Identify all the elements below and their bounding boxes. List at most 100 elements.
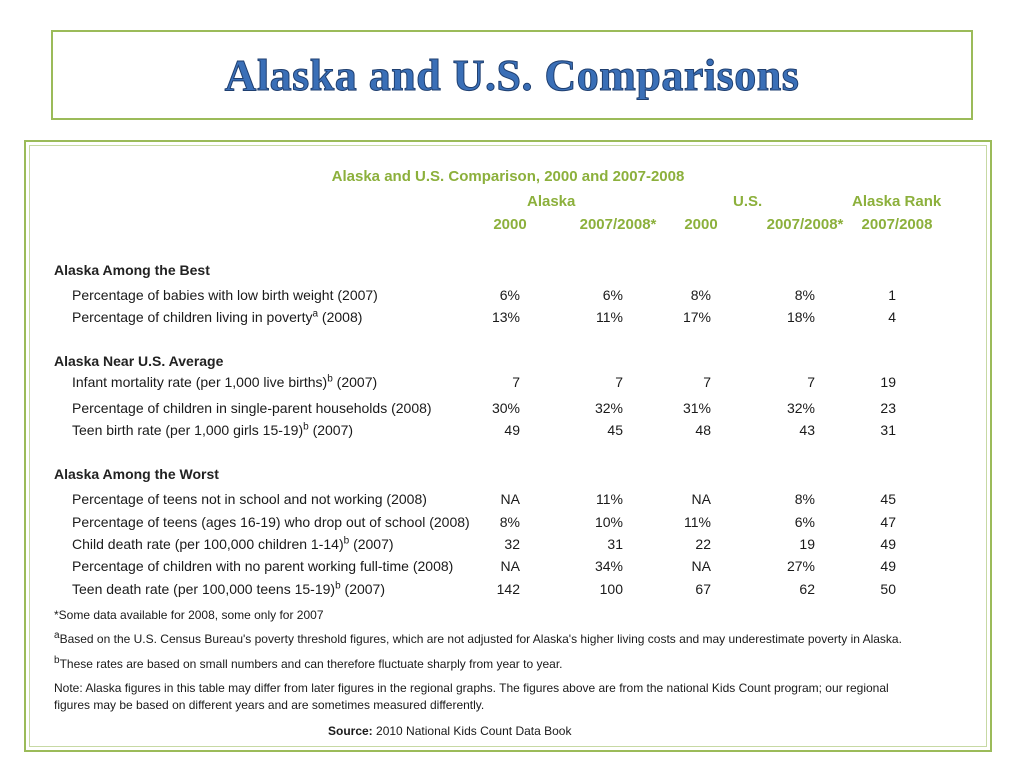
- row-label-text: Percentage of babies with low birth weig…: [72, 287, 378, 303]
- row-label-text: Infant mortality rate (per 1,000 live bi…: [72, 374, 328, 390]
- table-cell: 49: [880, 536, 896, 552]
- table-title: Alaska and U.S. Comparison, 2000 and 200…: [331, 168, 685, 185]
- col-header-us-2007: 2007/2008*: [766, 216, 844, 233]
- table-cell: 8%: [690, 287, 711, 303]
- table-cell: 7: [615, 374, 623, 390]
- table-cell: 22: [695, 536, 711, 552]
- group-header-rank: Alaska Rank: [852, 193, 942, 210]
- table-cell: 48: [695, 422, 711, 438]
- table-cell: 18%: [786, 309, 815, 325]
- table-cell: 34%: [594, 558, 623, 574]
- row-label: Percentage of children in single-parent …: [72, 400, 432, 416]
- table-cell: NA: [500, 558, 520, 574]
- table-cell: 32: [504, 536, 520, 552]
- footnote-a-mark: a: [54, 630, 60, 641]
- row-label: Percentage of teens (ages 16-19) who dro…: [72, 514, 470, 530]
- footnote-b: bThese rates are based on small numbers …: [54, 655, 563, 672]
- section-heading: Alaska Near U.S. Average: [54, 353, 224, 369]
- table-cell: 32%: [786, 400, 815, 416]
- table-cell: 43: [799, 422, 815, 438]
- source-label: Source:: [328, 724, 373, 738]
- group-header-alaska: Alaska: [527, 193, 576, 210]
- table-cell: 4: [888, 309, 896, 325]
- table-cell: 27%: [786, 558, 815, 574]
- row-label-footnote-mark: b: [343, 535, 350, 547]
- table-panel: Alaska and U.S. Comparison, 2000 and 200…: [24, 140, 992, 752]
- table-cell: NA: [691, 558, 711, 574]
- footnote-star: *Some data available for 2008, some only…: [54, 608, 324, 622]
- row-label-suffix: (2007): [308, 422, 354, 438]
- footnote-b-text: These rates are based on small numbers a…: [59, 657, 563, 671]
- row-label: Percentage of teens not in school and no…: [72, 491, 427, 507]
- row-label-footnote-mark: b: [335, 580, 341, 592]
- table-cell: 19: [799, 536, 815, 552]
- table-cell: 47: [880, 514, 896, 530]
- row-label-suffix: (2007): [349, 536, 394, 552]
- table-cell: 19: [880, 374, 896, 390]
- table-cell: 6%: [602, 287, 623, 303]
- row-label-footnote-mark: a: [312, 308, 319, 320]
- table-cell: 31: [880, 422, 896, 438]
- table-cell: 8%: [794, 491, 815, 507]
- col-header-alaska-2007: 2007/2008*: [579, 216, 657, 233]
- row-label: Percentage of children with no parent wo…: [72, 558, 453, 574]
- row-label-footnote-mark: b: [303, 421, 309, 433]
- slide-title: Alaska and U.S. Comparisons: [224, 50, 800, 100]
- section-heading: Alaska Among the Worst: [54, 466, 219, 482]
- row-label: Percentage of children living in poverty…: [72, 309, 362, 325]
- table-cell: 67: [695, 581, 711, 597]
- table-cell: 30%: [491, 400, 520, 416]
- row-label: Percentage of babies with low birth weig…: [72, 287, 378, 303]
- table-cell: 7: [512, 374, 520, 390]
- footnote-b-mark: b: [54, 655, 60, 666]
- row-label-text: Teen birth rate (per 1,000 girls 15-19): [72, 422, 304, 438]
- source-line: Source: 2010 National Kids Count Data Bo…: [328, 724, 571, 738]
- table-cell: 13%: [491, 309, 520, 325]
- table-cell: 11%: [684, 514, 711, 530]
- table-cell: 49: [880, 558, 896, 574]
- col-header-us-2000: 2000: [684, 216, 718, 233]
- row-label-text: Percentage of children living in poverty: [72, 309, 313, 325]
- table-cell: 8%: [499, 514, 520, 530]
- table-cell: 11%: [596, 491, 623, 507]
- section-heading: Alaska Among the Best: [54, 262, 210, 278]
- table-cell: 8%: [794, 287, 815, 303]
- footnote-note-line2: figures may be based on different years …: [54, 698, 485, 712]
- table-cell: 50: [880, 581, 896, 597]
- footnote-note-line1: Note: Alaska figures in this table may d…: [54, 681, 889, 695]
- table-cell: 45: [880, 491, 896, 507]
- source-text: 2010 National Kids Count Data Book: [372, 724, 572, 738]
- table-cell: NA: [691, 491, 711, 507]
- table-cell: 100: [599, 581, 623, 597]
- row-label-text: Percentage of children in single-parent …: [72, 400, 432, 416]
- row-label-suffix: (2008): [318, 309, 363, 325]
- row-label: Child death rate (per 100,000 children 1…: [72, 536, 394, 552]
- row-label: Infant mortality rate (per 1,000 live bi…: [72, 374, 377, 390]
- table-panel-inner: Alaska and U.S. Comparison, 2000 and 200…: [29, 145, 987, 747]
- row-label-text: Teen death rate (per 100,000 teens 15-19…: [72, 581, 336, 597]
- row-label-footnote-mark: b: [327, 373, 333, 385]
- group-header-us: U.S.: [733, 193, 763, 210]
- table-cell: 10%: [594, 514, 623, 530]
- slide-title-box: Alaska and U.S. Comparisons: [51, 30, 973, 120]
- table-cell: 7: [703, 374, 711, 390]
- table-cell: 1: [888, 287, 896, 303]
- table-cell: 11%: [596, 309, 623, 325]
- table-cell: NA: [500, 491, 520, 507]
- row-label-text: Percentage of teens not in school and no…: [72, 491, 427, 507]
- row-label: Teen birth rate (per 1,000 girls 15-19)b…: [72, 422, 353, 438]
- row-label-text: Child death rate (per 100,000 children 1…: [72, 536, 344, 552]
- footnote-a: aBased on the U.S. Census Bureau's pover…: [54, 630, 902, 647]
- table-cell: 7: [807, 374, 815, 390]
- table-cell: 142: [496, 581, 520, 597]
- table-cell: 49: [504, 422, 520, 438]
- row-label-text: Percentage of teens (ages 16-19) who dro…: [72, 514, 470, 530]
- col-header-rank-2007: 2007/2008: [861, 216, 933, 233]
- footnote-a-text: Based on the U.S. Census Bureau's povert…: [59, 632, 902, 646]
- row-label-suffix: (2007): [340, 581, 385, 597]
- row-label-suffix: (2007): [332, 374, 378, 390]
- table-cell: 6%: [499, 287, 520, 303]
- table-cell: 62: [799, 581, 815, 597]
- table-cell: 45: [607, 422, 623, 438]
- row-label-text: Percentage of children with no parent wo…: [72, 558, 454, 574]
